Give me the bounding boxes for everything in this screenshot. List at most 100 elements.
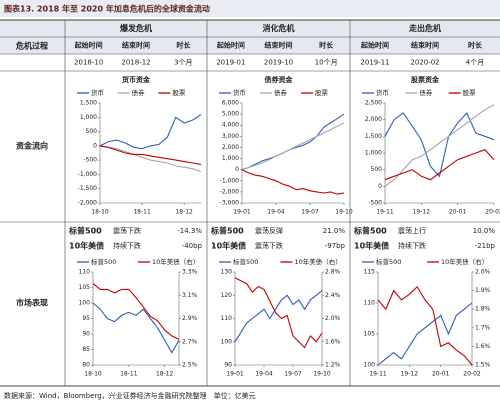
legend-label: 10年美债（右）: [152, 257, 199, 266]
y-tick-label: 3,000: [222, 133, 239, 140]
market-asset: 标普500: [210, 226, 244, 236]
row-label: 资金流向: [16, 141, 48, 151]
y-tick-label: 1,500: [365, 133, 382, 140]
date-cell: 4个月: [466, 59, 484, 67]
y2-tick-label: 1.6%: [475, 343, 491, 350]
figure-title: 图表13. 2018 年至 2020 年加息危机后的全球资金流动: [4, 4, 210, 14]
date-cell: 2019-11: [360, 59, 389, 67]
date-cell: 2018-12: [121, 59, 150, 67]
x-tick-label: 19-07: [284, 371, 302, 378]
date-cell: 2018-10: [74, 59, 103, 67]
legend-label: 股票: [172, 89, 186, 97]
y2-tick-label: 3.3%: [182, 269, 198, 276]
legend-label: 10年美债（右）: [295, 257, 342, 266]
x-tick-label: 19-12: [413, 209, 431, 216]
series-line: [241, 122, 345, 171]
y-tick-label: -1,000: [78, 171, 98, 178]
market-trend: 震荡下跌: [255, 241, 283, 250]
y-tick-label: 105: [79, 284, 91, 291]
y2-tick-label: 2.0%: [475, 269, 491, 276]
y-tick-label: 100: [79, 300, 91, 307]
x-tick-label: 19-01: [233, 209, 251, 216]
y-tick-label: 110: [221, 315, 233, 322]
legend-label: 货币: [91, 88, 104, 97]
chart-title: 债券资金: [265, 75, 294, 84]
date-cell: 3个月: [174, 59, 192, 67]
y-tick-label: -1,000: [220, 177, 240, 184]
y-tick-label: 95: [82, 315, 90, 322]
x-tick-label: 20-02: [485, 209, 500, 216]
phase-name: 走出危机: [408, 23, 441, 33]
y-tick-label: 5,000: [222, 111, 239, 118]
column-head: 时长: [468, 41, 483, 50]
legend-label: 标普500: [233, 257, 258, 266]
series-line: [377, 286, 473, 366]
series-line: [241, 113, 345, 171]
column-head: 时长: [319, 41, 334, 50]
date-cell: 2019-10: [264, 59, 293, 67]
x-tick-label: 19-07: [301, 209, 319, 216]
market-change: -21bp: [475, 242, 496, 250]
phase-name: 爆发危机: [120, 23, 152, 33]
y-tick-label: 115: [364, 269, 376, 276]
column-head: 结束时间: [410, 41, 439, 50]
market-change: -97bp: [325, 242, 346, 250]
y-tick-label: -500: [368, 200, 382, 207]
market-trend: 震荡上行: [398, 226, 426, 235]
series-line: [241, 169, 345, 195]
date-cell: 2020-02: [410, 59, 439, 67]
legend-label: 标普500: [91, 257, 116, 266]
legend-label: 货币: [233, 88, 246, 97]
market-asset: 标普500: [68, 226, 102, 236]
y-tick-label: -500: [83, 157, 97, 164]
column-head: 结束时间: [264, 41, 293, 50]
column-head: 结束时间: [121, 41, 150, 50]
legend-label: 债券: [132, 88, 146, 97]
y2-tick-label: 1.8%: [475, 306, 491, 313]
date-cell: 10个月: [315, 59, 338, 67]
legend-label: 股票: [463, 89, 477, 97]
y2-tick-label: 2.7%: [182, 338, 198, 345]
series-line: [234, 290, 323, 343]
x-tick-label: 18-10: [84, 371, 102, 378]
y-tick-label: 110: [79, 269, 91, 276]
legend-label: 股票: [315, 89, 329, 97]
y-tick-label: 4,000: [222, 122, 239, 129]
y-tick-label: 90: [224, 362, 232, 369]
y-tick-label: -3,000: [220, 200, 240, 207]
market-asset: 10年美债: [211, 241, 246, 251]
chart-title: 股票资金: [410, 75, 440, 84]
x-tick-label: 20-01: [449, 209, 467, 216]
series-line: [92, 302, 180, 354]
date-cell: 2019-01: [216, 59, 245, 67]
market-asset: 标普500: [353, 226, 387, 236]
y-tick-label: -1,500: [78, 185, 98, 192]
y-tick-label: 1,500: [80, 100, 97, 107]
x-tick-label: 19-11: [376, 209, 394, 216]
phase-name: 消化危机: [263, 23, 295, 33]
x-tick-label: 18-11: [133, 209, 151, 216]
y2-tick-label: 1.5%: [475, 362, 491, 369]
market-change: 10.0%: [473, 227, 496, 235]
y-tick-label: 90: [82, 331, 90, 338]
y-tick-label: 0: [378, 183, 382, 190]
y-tick-label: -2,000: [220, 188, 240, 195]
y2-tick-label: 2.4%: [325, 292, 341, 299]
y-tick-label: 100: [364, 362, 376, 369]
chart-title: 货币资金: [121, 75, 151, 84]
y-tick-label: 120: [221, 292, 233, 299]
x-tick-label: 18-10: [91, 209, 109, 216]
market-asset: 10年美债: [69, 241, 104, 251]
x-tick-label: 20-02: [463, 371, 481, 378]
legend-label: 债券: [419, 88, 433, 97]
y-tick-label: 500: [371, 166, 383, 173]
column-head: 时长: [176, 41, 191, 50]
title-bar: [0, 0, 500, 17]
legend-label: 10年美债（右）: [441, 257, 488, 266]
y2-tick-label: 1.7%: [475, 324, 491, 331]
y-tick-label: 0: [235, 166, 239, 173]
market-change: -40bp: [182, 242, 203, 250]
y-tick-label: 1,000: [222, 155, 239, 162]
y2-tick-label: 1.9%: [475, 287, 491, 294]
